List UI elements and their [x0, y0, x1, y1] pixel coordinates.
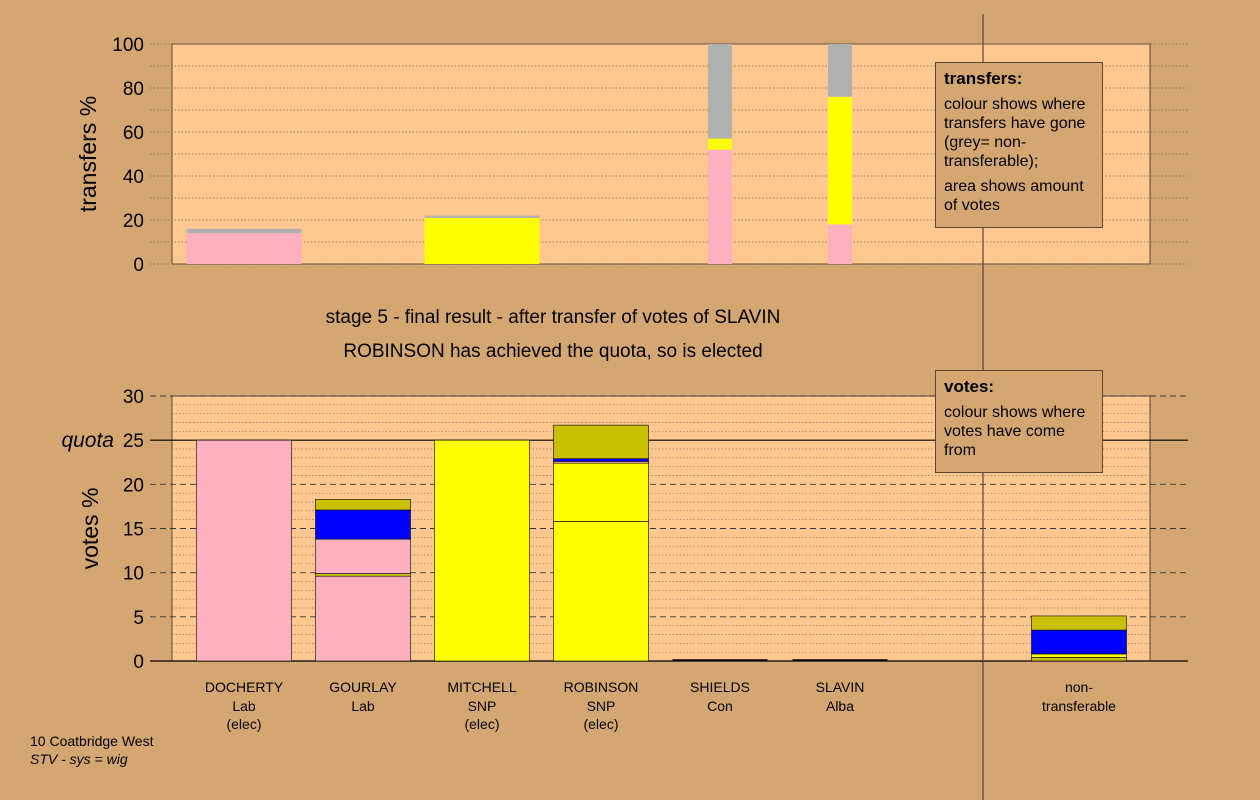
votes-y-tick: 30 — [123, 387, 144, 408]
votes-bar-segment — [315, 509, 411, 540]
transfers-bar-segment — [828, 44, 852, 97]
candidate-status: (elec) — [464, 716, 499, 732]
candidate-name: SHIELDS — [690, 679, 750, 695]
votes-legend: votes: colour shows where votes have com… — [935, 370, 1103, 473]
transfers-bar-segment — [828, 224, 852, 264]
candidate-name: GOURLAY — [329, 679, 397, 695]
candidate-party: SNP — [587, 698, 616, 714]
votes-bar-segment — [553, 521, 649, 662]
votes-bar-segment — [1031, 629, 1127, 655]
transfers-bar-segment — [424, 217, 540, 264]
transfers-legend: transfers: colour shows where transfers … — [935, 62, 1103, 228]
votes-bar-segment — [315, 538, 411, 574]
footer-ward: 10 Coatbridge West — [30, 733, 154, 749]
votes-y-tick: 10 — [123, 564, 144, 585]
votes-legend-heading: votes: — [944, 377, 995, 396]
transfers-bar-segment — [186, 233, 302, 264]
candidate-party: SNP — [468, 698, 497, 714]
votes-bar-segment — [553, 424, 649, 460]
transfers-y-tick: 0 — [133, 255, 144, 276]
candidate-party: Lab — [351, 698, 375, 714]
transfers-y-tick: 40 — [123, 167, 144, 188]
transfers-legend-heading: transfers: — [944, 69, 1023, 88]
nontransferable-label: transferable — [1042, 698, 1116, 714]
votes-y-tick: 25 — [123, 431, 144, 452]
result-text: ROBINSON has achieved the quota, so is e… — [343, 341, 762, 362]
transfers-bar-segment — [828, 96, 852, 225]
candidate-name: MITCHELL — [447, 679, 516, 695]
votes-bar-segment — [196, 439, 292, 662]
candidate-name: SLAVIN — [816, 679, 865, 695]
candidate-name: DOCHERTY — [205, 679, 284, 695]
transfers-y-tick: 20 — [123, 211, 144, 232]
transfers-bar-segment — [186, 228, 302, 234]
votes-bar-segment — [315, 499, 411, 511]
candidate-status: (elec) — [583, 716, 618, 732]
votes-bar-segment — [553, 458, 649, 462]
votes-y-label: votes % — [77, 488, 103, 570]
transfers-bar-segment — [708, 138, 732, 150]
candidate-name: ROBINSON — [564, 679, 639, 695]
transfers-y-tick: 60 — [123, 123, 144, 144]
votes-bar-segment — [553, 462, 649, 522]
votes-bar-segment — [1031, 657, 1127, 662]
votes-y-tick: 0 — [133, 652, 144, 673]
votes-bar-segment — [1031, 615, 1127, 631]
transfers-legend-line1: colour shows where transfers have gone (… — [944, 96, 1086, 170]
stage-title: stage 5 - final result - after transfer … — [326, 307, 781, 328]
votes-bar-segment — [315, 573, 411, 577]
votes-bar-segment — [315, 575, 411, 662]
footer-system: STV - sys = wig — [30, 751, 128, 767]
votes-bar-segment — [1031, 653, 1127, 658]
votes-bar-segment — [434, 439, 530, 662]
votes-y-tick: 20 — [123, 475, 144, 496]
transfers-legend-line2: area shows amount of votes — [944, 178, 1084, 214]
footer: 10 Coatbridge West STV - sys = wig — [30, 732, 153, 768]
candidate-status: (elec) — [226, 716, 261, 732]
transfers-bar-segment — [708, 149, 732, 264]
quota-label: quota — [61, 429, 114, 452]
transfers-y-tick: 100 — [112, 35, 144, 56]
candidate-party: Alba — [826, 698, 854, 714]
nontransferable-label: non- — [1065, 679, 1093, 695]
votes-y-tick: 15 — [123, 520, 144, 541]
candidate-party: Con — [707, 698, 733, 714]
transfers-y-label: transfers % — [75, 96, 101, 212]
votes-y-tick: 5 — [133, 608, 144, 629]
transfers-bar-segment — [708, 44, 732, 139]
transfers-bar-segment — [424, 215, 540, 218]
candidate-party: Lab — [232, 698, 256, 714]
votes-legend-line1: colour shows where votes have come from — [944, 404, 1086, 459]
transfers-y-tick: 80 — [123, 79, 144, 100]
